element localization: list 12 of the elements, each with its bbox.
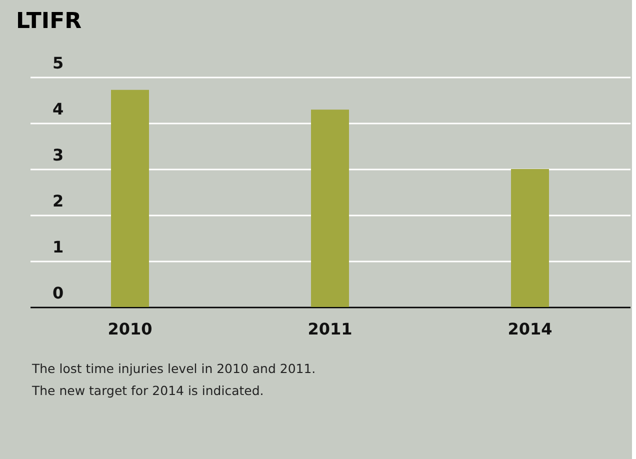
x-tick-label: 2014: [508, 320, 552, 338]
x-tick-label: 2010: [108, 320, 152, 338]
text: The new target for 2014 is indicated.: [31, 383, 264, 398]
y-tick-label: 2: [52, 192, 64, 210]
y-tick-label: 3: [52, 146, 64, 164]
text: The lost time injuries level in 2010 and 2011.: [31, 361, 316, 376]
chart-title: LTIFR: [16, 9, 82, 34]
y-tick-label: 0: [52, 284, 64, 302]
x-tick-label: 2011: [308, 320, 352, 338]
y-tick-label: 4: [52, 100, 64, 118]
y-tick-label: 1: [52, 238, 64, 256]
y-tick-label: 5: [52, 54, 64, 72]
